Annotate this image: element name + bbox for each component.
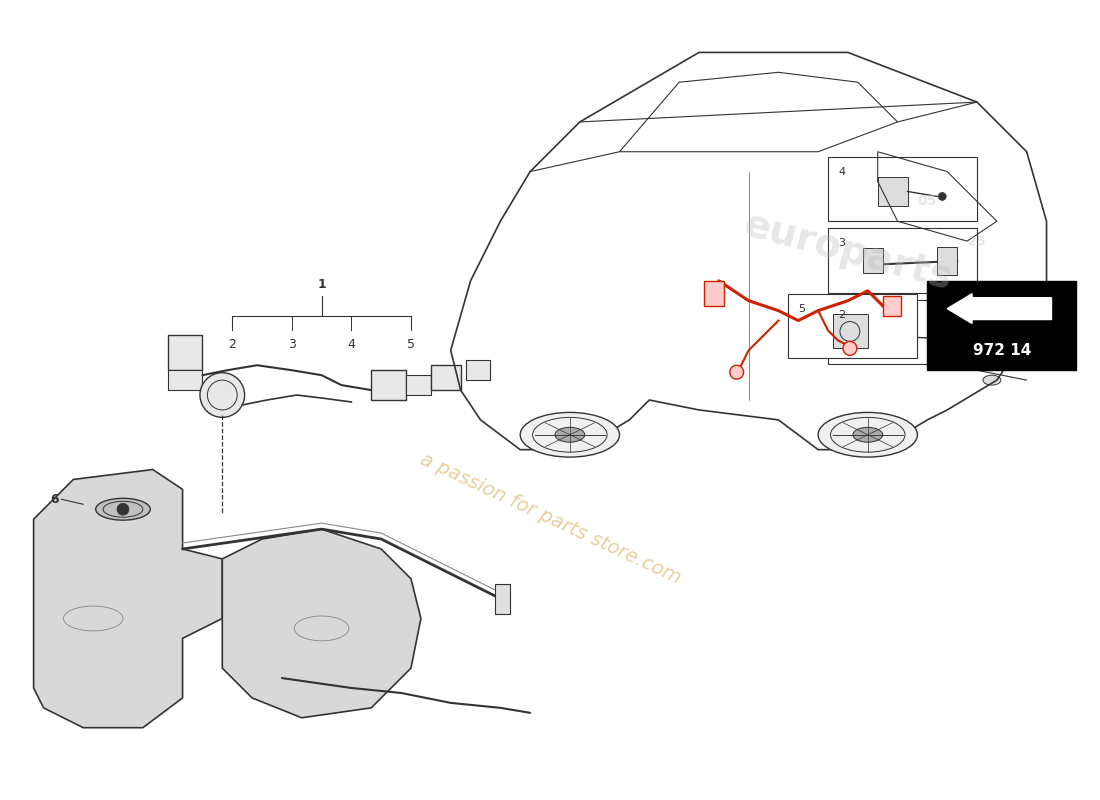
Circle shape [117, 503, 129, 515]
Text: 4: 4 [348, 338, 355, 351]
Bar [789, 294, 917, 358]
Polygon shape [222, 529, 421, 718]
Text: 3: 3 [838, 238, 845, 248]
Bar [167, 335, 202, 370]
Bar [882, 296, 901, 315]
Bar [828, 300, 977, 364]
Bar [372, 370, 406, 400]
Bar [167, 370, 202, 390]
Ellipse shape [1008, 360, 1025, 370]
Text: a passion for parts store.com: a passion for parts store.com [417, 450, 683, 588]
Circle shape [729, 366, 744, 379]
Bar [495, 584, 510, 614]
Text: 5: 5 [799, 304, 805, 314]
Ellipse shape [556, 427, 585, 442]
Circle shape [950, 333, 964, 346]
Ellipse shape [520, 413, 619, 457]
Bar [704, 281, 724, 306]
Text: 25: 25 [968, 234, 986, 248]
Text: 3: 3 [288, 338, 296, 351]
Polygon shape [34, 470, 222, 728]
Ellipse shape [96, 498, 151, 520]
Text: 2: 2 [229, 338, 236, 351]
Text: 6: 6 [50, 493, 58, 506]
Text: 05: 05 [917, 194, 937, 208]
Bar [833, 314, 868, 348]
Bar [937, 247, 957, 275]
Ellipse shape [852, 427, 882, 442]
Circle shape [843, 342, 857, 355]
Text: 2: 2 [838, 310, 845, 320]
Ellipse shape [983, 375, 1001, 385]
Text: 5: 5 [407, 338, 415, 351]
Text: 1: 1 [317, 278, 326, 290]
Bar [927, 281, 1076, 370]
Bar [828, 157, 977, 222]
Ellipse shape [200, 373, 244, 418]
Bar [862, 248, 882, 273]
FancyArrow shape [947, 294, 1052, 323]
Bar [878, 177, 908, 206]
Ellipse shape [818, 413, 917, 457]
Bar [406, 375, 431, 395]
Text: 972 14: 972 14 [972, 343, 1031, 358]
Text: europarts: europarts [739, 205, 956, 297]
Bar [465, 360, 491, 380]
Bar [431, 366, 461, 390]
Text: 4: 4 [838, 166, 845, 177]
Bar [828, 228, 977, 293]
Circle shape [938, 193, 946, 200]
